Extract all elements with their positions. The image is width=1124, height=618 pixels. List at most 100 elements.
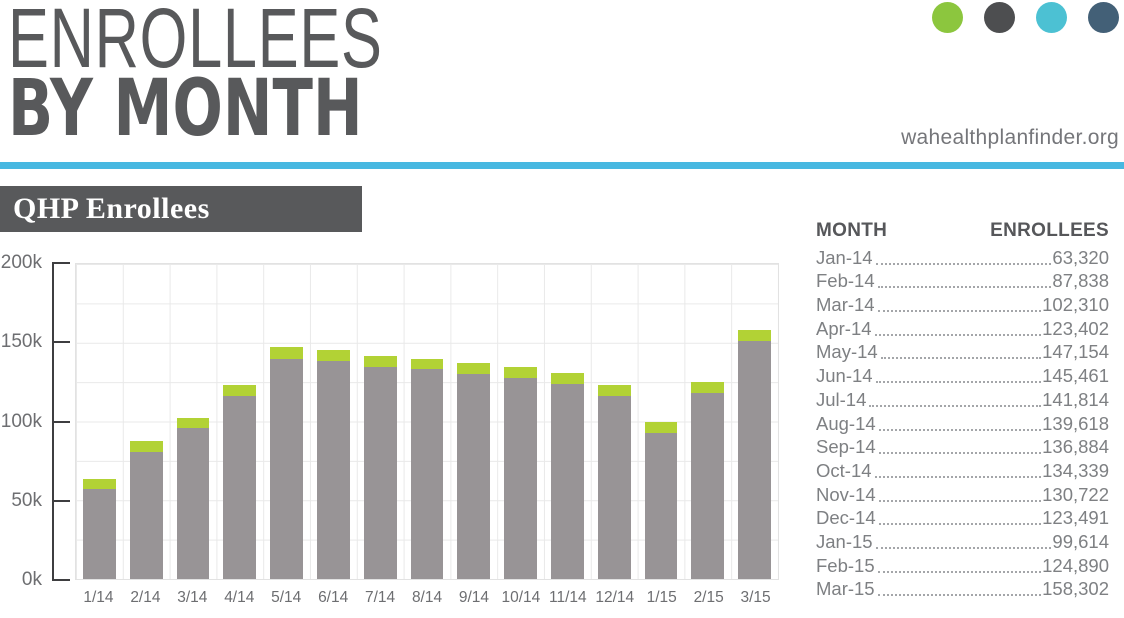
table-row: Mar-15 158,302 — [816, 577, 1109, 601]
bar-segment-base — [317, 360, 350, 579]
y-tick-label: 0k — [21, 569, 42, 590]
y-tick-mark — [52, 262, 70, 264]
bar-segment-base — [83, 489, 116, 579]
enrollees-cell: 124,890 — [1042, 554, 1109, 576]
dotted-leader — [878, 452, 1042, 455]
dotted-leader — [875, 546, 1052, 549]
bar-7-14 — [363, 355, 397, 579]
y-tick-label: 150k — [0, 331, 42, 353]
table-row: Jun-14 145,461 — [816, 363, 1109, 387]
bar-segment-top — [270, 347, 303, 359]
bar-segment-top — [317, 349, 350, 361]
x-tick-label: 9/14 — [458, 589, 490, 606]
x-tick-label: 1/14 — [83, 589, 114, 606]
table-row: Dec-14 123,491 — [816, 506, 1109, 530]
header-divider-rule — [0, 162, 1124, 169]
dotted-leader — [874, 475, 1042, 478]
bar-segment-base — [129, 451, 163, 579]
qhp-enrollees-chart: 200k 150k 100k 50k 0k 1/14 2/14 3/14 4/14 5/14 6/… — [0, 252, 800, 618]
bar-slot — [357, 264, 404, 579]
month-cell: Mar-14 — [816, 294, 875, 316]
bar-segment-base — [597, 395, 631, 579]
bar-segment-base — [363, 366, 397, 579]
enrollees-cell: 87,838 — [1052, 270, 1109, 292]
enrollees-cell: 130,722 — [1042, 483, 1109, 505]
bar-segment-base — [223, 395, 257, 579]
bar-segment-top — [550, 373, 584, 385]
dotted-leader — [877, 594, 1042, 597]
bar-segment-top — [83, 479, 116, 490]
bar-slot — [591, 264, 638, 579]
bar-segment-top — [363, 355, 397, 367]
enrollees-cell: 147,154 — [1042, 341, 1109, 363]
month-cell: Jan-15 — [816, 530, 873, 552]
y-tick-label: 50k — [11, 489, 42, 511]
section-title-banner: QHP Enrollees — [0, 186, 362, 232]
month-cell: Feb-15 — [816, 554, 875, 576]
enrollees-cell: 139,618 — [1042, 412, 1109, 434]
bar-1-14 — [83, 479, 116, 579]
bar-slot — [263, 264, 310, 579]
enrollees-cell: 102,310 — [1042, 294, 1109, 316]
green-dot — [932, 2, 963, 33]
x-tick-label: 2/14 — [130, 589, 161, 606]
bar-slot — [638, 264, 685, 579]
plot-area — [75, 263, 779, 580]
table-row: Feb-15 124,890 — [816, 553, 1109, 577]
enrollees-table-body: Jan-14 63,320 Feb-14 87,838 Mar-14 102,310 Apr… — [816, 245, 1109, 600]
y-tick-mark — [52, 420, 70, 423]
y-tick-label: 100k — [0, 410, 42, 432]
month-cell: Aug-14 — [816, 412, 876, 434]
site-url-link[interactable]: wahealthplanfinder.org — [901, 126, 1119, 149]
enrollees-cell: 158,302 — [1042, 578, 1109, 600]
bar-slot — [544, 264, 591, 579]
x-tick-label: 3/14 — [177, 589, 208, 606]
bar-slot — [731, 264, 778, 579]
bar-segment-top — [410, 359, 444, 370]
bar-10-14 — [504, 367, 537, 579]
x-axis-labels: 1/14 2/14 3/14 4/14 5/14 6/14 7/14 8/14 9/14 10/1… — [75, 589, 779, 607]
table-row: Nov-14 130,722 — [816, 482, 1109, 506]
table-header-month: MONTH — [816, 220, 888, 241]
table-header-enrollees: ENROLLEES — [990, 220, 1109, 241]
bar-11-14 — [550, 373, 584, 579]
x-tick-label: 5/14 — [271, 589, 302, 606]
bars-layer — [76, 264, 778, 579]
dotted-leader — [878, 499, 1042, 502]
month-cell: Jan-14 — [816, 246, 873, 268]
bar-4-14 — [223, 384, 257, 579]
enrollees-cell: 123,491 — [1042, 507, 1109, 529]
bar-segment-base — [410, 369, 444, 579]
bar-segment-base — [550, 384, 584, 579]
month-cell: Dec-14 — [816, 507, 876, 529]
page-title-line1: ENROLLEES — [8, 0, 383, 85]
enrollees-table: MONTH ENROLLEES Jan-14 63,320 Feb-14 87,838… — [816, 220, 1109, 600]
table-row: Apr-14 123,402 — [816, 316, 1109, 340]
x-tick-label: 3/15 — [740, 589, 771, 606]
month-cell: Jul-14 — [816, 388, 867, 410]
month-cell: Feb-14 — [816, 270, 875, 292]
bar-8-14 — [410, 359, 444, 579]
page-title-line2: BY MONTH — [8, 64, 363, 154]
dotted-leader — [880, 357, 1042, 360]
dotted-leader — [877, 310, 1042, 313]
bar-segment-top — [176, 417, 210, 429]
bar-segment-top — [504, 367, 537, 378]
enrollees-cell: 123,402 — [1042, 317, 1109, 339]
bar-segment-top — [597, 384, 631, 396]
month-cell: May-14 — [816, 341, 878, 363]
brand-dots — [932, 2, 1119, 33]
dotted-leader — [875, 381, 1042, 384]
x-tick-label: 6/14 — [318, 589, 349, 606]
table-row: May-14 147,154 — [816, 340, 1109, 364]
bar-segment-top — [457, 363, 491, 374]
month-cell: Mar-15 — [816, 578, 875, 600]
bar-segment-top — [129, 440, 163, 452]
bar-segment-base — [270, 358, 303, 579]
bar-2-15 — [691, 382, 725, 579]
enrollees-cell: 63,320 — [1052, 246, 1109, 268]
y-tick-mark — [52, 341, 70, 344]
x-tick-label: 7/14 — [365, 589, 396, 606]
bar-3-15 — [738, 329, 771, 579]
